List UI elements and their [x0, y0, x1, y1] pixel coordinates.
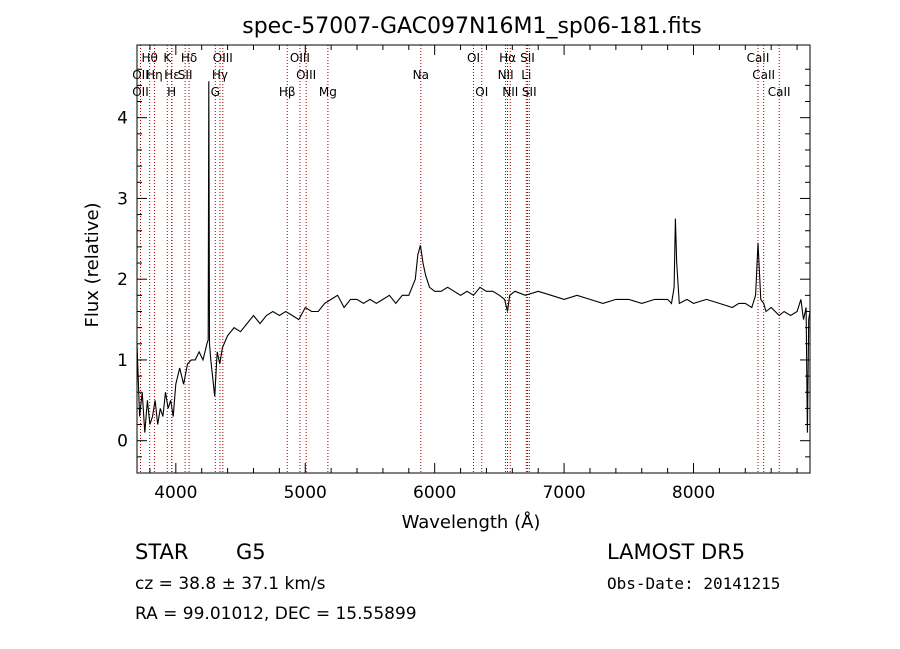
y-tick-label-3: 3	[117, 189, 128, 209]
x-tick-label-2: 6000	[413, 483, 456, 503]
y-tick-label-0: 0	[117, 432, 128, 452]
marker-label-26: CaII	[752, 68, 775, 82]
marker-label-15: Mg	[319, 85, 337, 99]
marker-label-10: Hγ	[212, 68, 228, 82]
observation-date: Obs-Date: 20141215	[607, 574, 781, 593]
x-tick-label-4: 8000	[672, 483, 715, 503]
x-axis-label: Wavelength (Å)	[402, 511, 541, 533]
redshift-velocity: cz = 38.8 ± 37.1 km/s	[135, 574, 326, 594]
marker-label-7: Hδ	[181, 51, 197, 65]
marker-label-21: NII	[502, 85, 518, 99]
marker-label-14: Hβ	[279, 85, 296, 99]
axes: 4000 5000 6000 7000 8000 0 1 2 3 4	[117, 45, 810, 503]
marker-label-9: OIII	[213, 51, 233, 65]
marker-label-18: OI	[475, 85, 488, 99]
x-tick-label-3: 7000	[542, 483, 585, 503]
marker-label-20: NII	[498, 68, 514, 82]
marker-label-0: OII	[132, 85, 149, 99]
marker-label-27: CaII	[768, 85, 791, 99]
marker-label-4: K	[163, 51, 172, 65]
plot-frame	[136, 44, 811, 474]
marker-label-6: H	[167, 85, 176, 99]
marker-label-11: G	[211, 85, 220, 99]
spectrum-series	[136, 81, 811, 433]
y-tick-label-2: 2	[117, 270, 128, 290]
spectrum-line	[136, 81, 811, 433]
y-tick-label-1: 1	[117, 351, 128, 371]
marker-label-12: OIII	[290, 51, 310, 65]
survey-name: LAMOST DR5	[607, 540, 746, 564]
marker-label-2: OII	[132, 68, 149, 82]
marker-label-3: Hη	[146, 68, 163, 82]
y-axis-label: Flux (relative)	[82, 202, 103, 327]
y-tick-label-4: 4	[117, 109, 128, 129]
marker-label-17: OI	[467, 51, 480, 65]
marker-label-25: CaII	[747, 51, 770, 65]
marker-label-1: Hθ	[141, 51, 157, 65]
marker-label-24: SII	[522, 85, 537, 99]
sky-coordinates: RA = 99.01012, DEC = 15.55899	[135, 604, 417, 624]
marker-label-22: SII	[520, 51, 535, 65]
object-class: STAR	[135, 540, 189, 564]
x-tick-label-1: 5000	[284, 483, 327, 503]
marker-label-13: OIII	[296, 68, 316, 82]
object-subclass: G5	[236, 540, 266, 564]
marker-label-19: Hα	[499, 51, 516, 65]
marker-label-8: SII	[178, 68, 193, 82]
x-tick-label-0: 4000	[154, 483, 197, 503]
marker-label-23: Li	[521, 68, 531, 82]
chart-title: spec-57007-GAC097N16M1_sp06-181.fits	[242, 14, 702, 39]
marker-label-16: Na	[413, 68, 429, 82]
